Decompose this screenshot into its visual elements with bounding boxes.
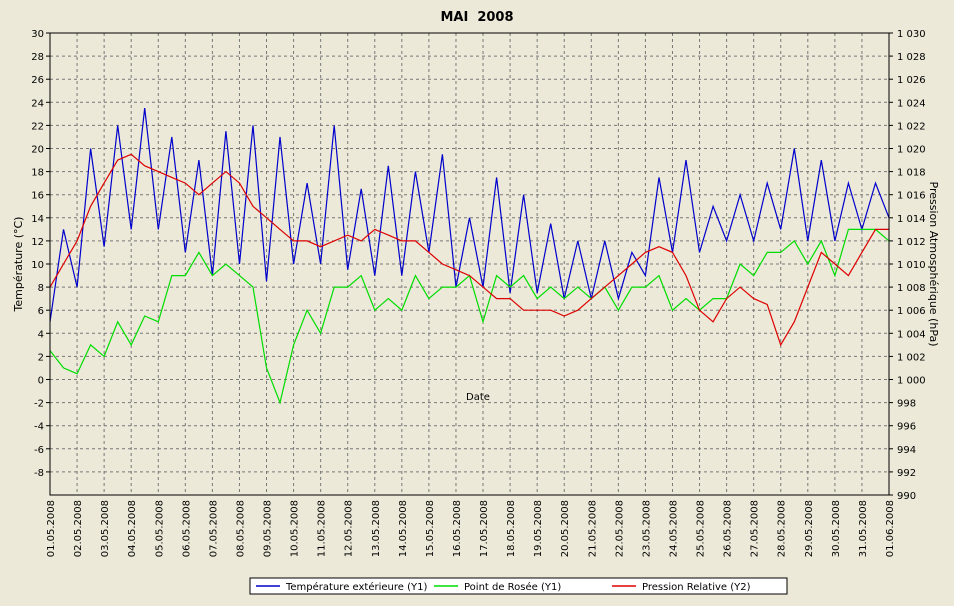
x-tick-label: 06.05.2008	[181, 500, 192, 557]
x-tick-label: 09.05.2008	[263, 500, 274, 557]
x-tick-label: 16.05.2008	[452, 500, 463, 557]
x-tick-label: 27.05.2008	[750, 500, 761, 557]
y2-tick-label: 1 014	[897, 214, 926, 225]
y2-tick-label: 1 016	[897, 191, 926, 202]
y2-tick-label: 1 000	[897, 376, 926, 387]
x-tick-label: 01.06.2008	[885, 500, 896, 557]
y2-tick-label: 1 026	[897, 75, 926, 86]
x-tick-label: 23.05.2008	[641, 500, 652, 557]
y-tick-label: 16	[31, 191, 44, 202]
chart-title: MAI 2008	[440, 10, 513, 25]
y-tick-label: 30	[31, 29, 44, 40]
x-tick-label: 29.05.2008	[804, 500, 815, 557]
y2-tick-label: 1 004	[897, 329, 926, 340]
x-tick-label: 14.05.2008	[398, 500, 409, 557]
series-line	[49, 153, 889, 347]
y2-tick-label: 1 018	[897, 168, 926, 179]
plot-area	[49, 32, 890, 496]
series-line	[49, 108, 890, 322]
y2-tick-label: 1 002	[897, 352, 926, 363]
x-tick-label: 10.05.2008	[290, 500, 301, 557]
x-tick-label: 30.05.2008	[831, 500, 842, 557]
y-tick-label: -6	[34, 445, 44, 456]
y2-axis-label: Pression Atmosphérique (hPa)	[927, 182, 940, 347]
y2-tick-label: 1 022	[897, 121, 926, 132]
x-tick-label: 11.05.2008	[317, 500, 328, 557]
y2-tick-label: 1 010	[897, 260, 926, 271]
x-tick-label: 24.05.2008	[668, 500, 679, 557]
x-tick-label: 19.05.2008	[533, 500, 544, 557]
y-tick-label: 28	[31, 52, 44, 63]
y-tick-label: -4	[34, 422, 44, 433]
y2-tick-label: 1 012	[897, 237, 926, 248]
y-tick-label: 18	[31, 168, 44, 179]
x-tick-label: 28.05.2008	[777, 500, 788, 557]
y2-tick-label: 1 006	[897, 306, 926, 317]
y2-tick-label: 1 030	[897, 29, 926, 40]
y-tick-label: 10	[31, 260, 44, 271]
y-tick-label: 24	[31, 98, 44, 109]
y-tick-label: 14	[31, 214, 44, 225]
x-tick-label: 13.05.2008	[371, 500, 382, 557]
legend-label: Température extérieure (Y1)	[285, 581, 427, 593]
x-tick-label: 20.05.2008	[560, 500, 571, 557]
x-tick-label: 08.05.2008	[235, 500, 246, 557]
y2-tick-label: 1 008	[897, 283, 926, 294]
x-tick-label: 15.05.2008	[425, 500, 436, 557]
x-tick-label: 12.05.2008	[344, 500, 355, 557]
x-tick-label: 26.05.2008	[723, 500, 734, 557]
y-tick-label: -2	[34, 399, 44, 410]
y-tick-label: 2	[38, 352, 44, 363]
y-tick-label: 0	[38, 376, 44, 387]
x-tick-label: 04.05.2008	[127, 500, 138, 557]
y-tick-label: 20	[31, 145, 44, 156]
y2-tick-label: 992	[897, 468, 916, 479]
y-tick-label: 22	[31, 121, 44, 132]
x-tick-label: 07.05.2008	[208, 500, 219, 557]
y-tick-label: 12	[31, 237, 44, 248]
legend-label: Pression Relative (Y2)	[642, 582, 751, 593]
y-tick-label: 6	[38, 306, 44, 317]
y-tick-label: 26	[31, 75, 44, 86]
x-tick-label: 02.05.2008	[73, 500, 84, 557]
legend-label: Point de Rosée (Y1)	[464, 581, 561, 593]
x-tick-label: 21.05.2008	[587, 500, 598, 557]
plot-frame	[49, 32, 890, 496]
x-tick-label: 03.05.2008	[100, 500, 111, 557]
y2-tick-label: 998	[897, 399, 916, 410]
y2-tick-label: 1 024	[897, 98, 926, 109]
y2-tick-label: 994	[897, 445, 916, 456]
legend	[249, 577, 788, 595]
x-axis-label: Date	[466, 392, 490, 403]
y-tick-label: 4	[38, 329, 44, 340]
y-axis-label: Température (°C)	[12, 217, 25, 313]
x-tick-label: 18.05.2008	[506, 500, 517, 557]
y2-tick-label: 996	[897, 422, 916, 433]
y-tick-label: -8	[34, 468, 44, 479]
x-tick-label: 01.05.2008	[46, 500, 57, 557]
x-tick-label: 25.05.2008	[696, 500, 707, 557]
x-tick-label: 17.05.2008	[479, 500, 490, 557]
y2-tick-label: 990	[897, 491, 916, 502]
x-tick-label: 22.05.2008	[614, 500, 625, 557]
y2-tick-label: 1 028	[897, 52, 926, 63]
x-tick-label: 05.05.2008	[154, 500, 165, 557]
y-tick-label: 8	[38, 283, 44, 294]
x-tick-label: 31.05.2008	[858, 500, 869, 557]
y2-tick-label: 1 020	[897, 145, 926, 156]
